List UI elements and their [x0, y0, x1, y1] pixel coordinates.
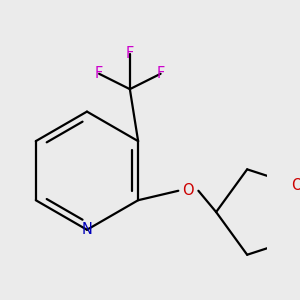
Text: N: N — [82, 222, 92, 237]
Text: F: F — [157, 66, 165, 81]
Text: F: F — [95, 66, 103, 81]
Text: O: O — [292, 178, 300, 193]
Text: F: F — [126, 46, 134, 61]
Text: O: O — [182, 183, 194, 198]
